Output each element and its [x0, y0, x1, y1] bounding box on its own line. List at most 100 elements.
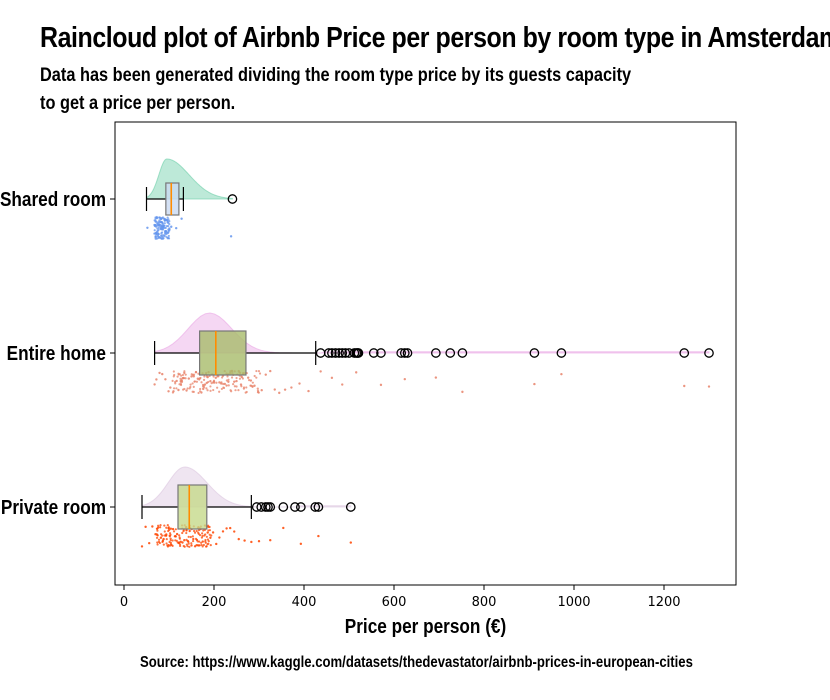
rain-point-entire-home — [256, 389, 260, 392]
rain-point-private-room — [182, 529, 185, 532]
outlier-entire-home — [368, 348, 379, 358]
rain-point-private-room — [187, 540, 190, 544]
rain-point-private-room — [181, 541, 184, 544]
rain-point-entire-home — [194, 371, 198, 374]
rain-point-private-room — [209, 544, 212, 547]
rain-point-entire-home — [247, 376, 250, 379]
rain-point-entire-home — [238, 377, 242, 380]
outlier-entire-home — [556, 348, 567, 358]
rain-point-private-room — [190, 542, 193, 545]
rain-point-entire-home — [234, 389, 237, 392]
rain-point-shared-room — [161, 234, 164, 237]
rain-point-private-room — [188, 545, 191, 548]
rain-point-private-room — [166, 524, 169, 527]
rain-point-shared-room — [167, 236, 170, 239]
rain-point-entire-home — [202, 384, 205, 387]
rain-point-entire-home — [249, 379, 253, 382]
rain-point-private-room — [191, 535, 194, 538]
rain-point-entire-home — [255, 376, 258, 379]
rain-point-entire-home — [355, 371, 358, 374]
rain-point-entire-home — [199, 387, 202, 391]
rain-point-entire-home — [183, 371, 186, 375]
x-tick-label: 600 — [382, 595, 407, 610]
rain-point-private-room — [157, 538, 161, 541]
rain-point-private-room — [176, 541, 179, 544]
outlier-entire-home — [445, 348, 456, 358]
rain-point-entire-home — [269, 369, 272, 373]
rain-point-private-room — [183, 545, 186, 548]
rain-point-shared-room — [164, 226, 167, 229]
rain-point-entire-home — [255, 369, 258, 373]
outlier-entire-home — [430, 348, 441, 358]
rain-point-private-room — [187, 535, 190, 538]
rain-point-private-room — [192, 539, 195, 543]
rain-point-private-room — [168, 532, 172, 535]
rain-point-entire-home — [229, 389, 232, 392]
rain-point-entire-home — [209, 389, 212, 392]
rain-point-private-room — [195, 529, 198, 533]
rain-point-entire-home — [230, 376, 234, 379]
rain-point-shared-room — [155, 215, 158, 219]
outlier-entire-home — [396, 348, 407, 358]
rain-point-shared-room — [180, 217, 183, 220]
rain-point-entire-home — [220, 387, 223, 391]
rain-point-private-room — [165, 526, 168, 529]
rain-point-entire-home — [232, 382, 235, 386]
rain-point-private-room — [196, 540, 199, 543]
rain-point-private-room — [170, 543, 173, 547]
rain-point-private-room — [156, 543, 159, 546]
rain-point-entire-home — [172, 387, 176, 390]
rain-point-entire-home — [290, 386, 293, 389]
rain-point-entire-home — [253, 374, 256, 378]
rain-point-entire-home — [213, 381, 216, 384]
rain-point-private-room — [218, 536, 221, 539]
rain-point-entire-home — [183, 387, 186, 391]
rain-point-entire-home — [175, 387, 178, 390]
rain-point-entire-home — [191, 390, 194, 393]
rain-point-private-room — [186, 545, 189, 548]
rain-point-shared-room — [166, 216, 169, 219]
rain-point-private-room — [202, 543, 205, 547]
rain-point-entire-home — [209, 379, 212, 383]
rain-point-entire-home — [203, 375, 206, 378]
outlier-entire-home — [337, 348, 348, 358]
rain-point-private-room — [349, 541, 352, 544]
rain-point-private-room — [209, 536, 212, 539]
rain-point-entire-home — [187, 377, 190, 380]
x-tick-label: 800 — [472, 595, 497, 610]
rain-point-entire-home — [533, 382, 536, 386]
rain-point-entire-home — [298, 382, 301, 385]
rain-point-private-room — [185, 529, 188, 532]
rain-point-private-room — [243, 539, 246, 542]
rain-point-entire-home — [223, 382, 226, 386]
rain-point-entire-home — [212, 388, 215, 392]
rain-point-entire-home — [153, 383, 156, 386]
rain-point-private-room — [148, 541, 151, 545]
outlier-private-room — [313, 502, 324, 512]
rain-point-entire-home — [180, 374, 183, 377]
rain-point-entire-home — [155, 378, 158, 381]
rain-point-private-room — [201, 534, 204, 538]
outlier-shared-room — [227, 194, 238, 204]
rain-point-shared-room — [153, 229, 156, 232]
rain-point-shared-room — [162, 237, 165, 240]
rain-point-private-room — [169, 539, 172, 542]
rain-point-entire-home — [434, 376, 438, 379]
rain-point-private-room — [183, 539, 186, 542]
rain-point-shared-room — [159, 236, 162, 239]
rain-point-entire-home — [240, 376, 244, 379]
rain-point-entire-home — [258, 372, 262, 375]
rain-point-entire-home — [233, 380, 236, 383]
rain-point-entire-home — [683, 384, 686, 388]
rain-point-private-room — [205, 545, 208, 548]
rain-point-entire-home — [181, 373, 185, 377]
rain-point-entire-home — [184, 373, 187, 376]
rain-point-entire-home — [188, 387, 191, 390]
rain-point-entire-home — [183, 370, 186, 373]
rain-point-private-room — [168, 540, 171, 544]
rain-point-shared-room — [166, 219, 169, 223]
rain-point-private-room — [269, 539, 272, 542]
rain-point-shared-room — [166, 232, 169, 235]
rain-point-private-room — [197, 532, 200, 535]
rain-point-entire-home — [257, 370, 261, 373]
